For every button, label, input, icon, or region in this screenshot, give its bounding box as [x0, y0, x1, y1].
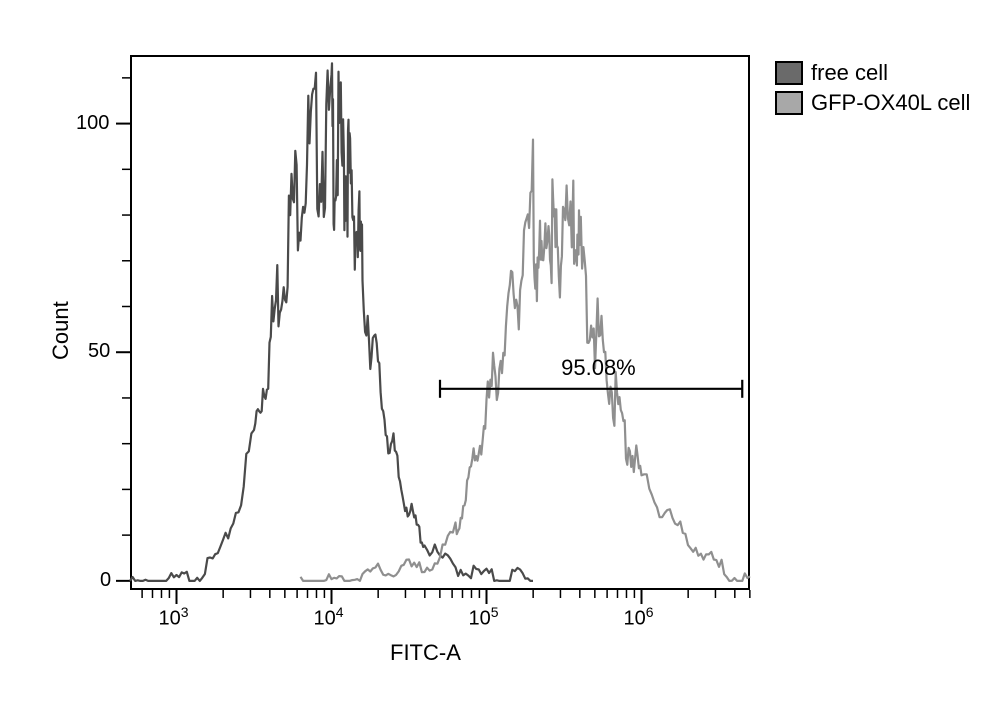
- x-tick-label: 106: [624, 604, 654, 631]
- legend-row-free-cell: free cell: [775, 60, 970, 86]
- y-tick-label: 0: [100, 569, 112, 592]
- legend: free cell GFP-OX40L cell: [775, 60, 970, 120]
- gate-percent-label: 95.08%: [561, 355, 636, 381]
- legend-swatch-icon: [775, 91, 803, 115]
- x-tick-label: 104: [314, 604, 344, 631]
- y-tick-label: 50: [88, 340, 112, 363]
- x-tick-label: 103: [159, 604, 189, 631]
- x-tick-label: 105: [469, 604, 499, 631]
- y-tick-label: 100: [76, 112, 112, 135]
- legend-label: GFP-OX40L cell: [811, 90, 970, 116]
- legend-swatch-icon: [775, 61, 803, 85]
- figure-stage: Count FITC-A 95.08% free cell GFP-OX40L …: [0, 0, 1000, 708]
- legend-row-gfp-ox40l: GFP-OX40L cell: [775, 90, 970, 116]
- legend-label: free cell: [811, 60, 888, 86]
